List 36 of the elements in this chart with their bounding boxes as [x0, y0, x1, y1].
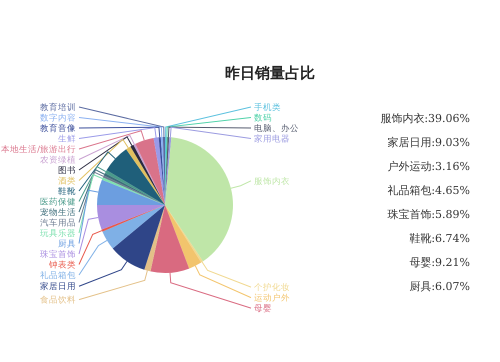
slice-label: 图书	[58, 165, 76, 176]
slice-label: 鞋靴	[58, 186, 76, 198]
slice-label: 母婴	[254, 303, 272, 314]
text: 服饰内衣:39.06%	[380, 112, 470, 125]
slice-label: 手机类	[254, 102, 281, 114]
slice-label: 数字内容	[40, 112, 76, 124]
slice-label: 医药保健	[40, 196, 76, 208]
slice-label: 服饰内衣	[254, 176, 290, 187]
slice-label: 礼品箱包	[40, 270, 76, 282]
slice-label: 农资绿植	[40, 154, 76, 166]
slice-label: 厨具	[58, 238, 76, 250]
slice-label: 数码	[254, 112, 272, 124]
slice-label: 教育音像	[40, 123, 76, 134]
text: 礼品箱包:4.65%	[387, 184, 470, 197]
slice-label: 酒类	[58, 176, 76, 187]
slice-label: 电脑、办公	[254, 123, 299, 134]
slice-label: 生鲜	[58, 134, 76, 145]
slice-label: 食品饮料	[40, 294, 76, 306]
text: 家居日用:9.03%	[387, 136, 470, 149]
text: 母婴:9.21%	[409, 256, 470, 269]
slice-label: 玩具乐器	[40, 228, 76, 240]
slice-label: 运动户外	[254, 292, 290, 304]
slice-label: 珠宝首饰	[40, 249, 76, 260]
slice-label: 钟表类	[48, 260, 76, 271]
slice-label: 宠物生活	[40, 207, 76, 218]
chart-title: 昨日销量占比	[225, 64, 315, 82]
slice-label: 本地生活/旅游出行	[1, 144, 76, 156]
text: 鞋靴:6.74%	[409, 232, 470, 245]
slice-label: 家居日用	[40, 281, 76, 292]
text: 户外运动:3.16%	[387, 160, 470, 173]
text: 珠宝首饰:5.89%	[387, 208, 470, 221]
text: 厨具:6.07%	[409, 280, 470, 293]
slice-label: 家用电器	[254, 134, 290, 145]
slice-label: 汽车用品	[40, 218, 76, 229]
slice-label: 个护化妆	[254, 282, 290, 294]
slice-label: 教育培训	[40, 102, 76, 114]
